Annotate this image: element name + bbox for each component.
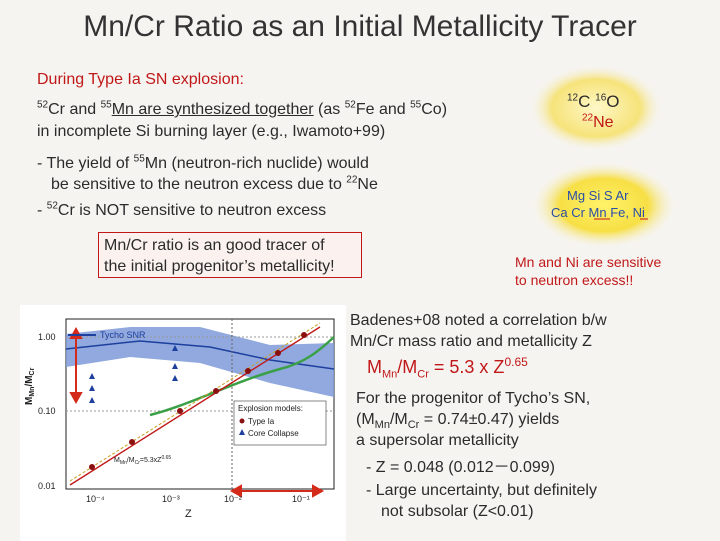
tycho-progenitor-1: For the progenitor of Tycho’s SN, <box>356 390 591 407</box>
xtick-1e-3: 10⁻³ <box>162 494 180 504</box>
cc-points <box>89 345 178 403</box>
tycho-label: Tycho SNR <box>100 330 146 340</box>
ia-point <box>89 464 95 470</box>
core-neon: 22Ne <box>582 112 614 131</box>
core-composition: 12C 16O <box>567 92 620 111</box>
bullet-cr-insensitive: - 52Cr is NOT sensitive to neutron exces… <box>37 200 327 219</box>
cc-point <box>172 345 178 351</box>
ytick-1: 1.00 <box>38 332 56 342</box>
bullet-neutron-excess: be sensitive to the neutron excess due t… <box>51 174 378 193</box>
page-title: Mn/Cr Ratio as an Initial Metallicity Tr… <box>83 10 637 43</box>
legend-ia-label: Type Ia <box>248 417 275 426</box>
xtick-1e-4: 10⁻⁴ <box>86 494 105 504</box>
ia-point <box>245 368 251 374</box>
xtick-1e-2: 10⁻² <box>224 494 242 504</box>
conclusion-line-1: Mn/Cr ratio is an good tracer of <box>104 237 325 254</box>
bullet-mn-yield: - The yield of 55Mn (neutron-rich nuclid… <box>37 153 369 172</box>
ia-point <box>275 350 281 356</box>
range-arrows <box>69 326 325 498</box>
mn-cr-vs-z-plot: Explosion models: Type Ia Core Collapse … <box>20 305 346 541</box>
legend-cc-label: Core Collapse <box>248 429 299 438</box>
legend-ia-marker <box>239 418 245 424</box>
cc-point <box>89 373 95 379</box>
si-burning-line: in incomplete Si burning layer (e.g., Iw… <box>37 123 386 140</box>
shell-elements-1: Mg Si S Ar <box>567 188 629 203</box>
tycho-band <box>66 327 334 397</box>
x-axis-label: Z <box>185 508 192 520</box>
tycho-band-center <box>65 340 335 370</box>
fit-label: MMn/MCr=5.3xZ0.65 <box>114 455 171 466</box>
mn-ni-underline <box>594 218 648 220</box>
shell-elements-2: Ca Cr Mn Fe, Ni <box>551 205 645 220</box>
uncertainty-line-1: - Large uncertainty, but definitely <box>366 482 597 499</box>
fit-line-dashed <box>69 322 321 482</box>
burning-shell-glow <box>530 161 678 249</box>
tycho-progenitor-2: (MMn/MCr = 0.74±0.47) yields <box>356 411 560 432</box>
cc-point <box>89 397 95 403</box>
synthesis-line: 52Cr and 55Mn are synthesized together (… <box>37 99 448 118</box>
ia-point <box>213 388 219 394</box>
badenes-line-1: Badenes+08 noted a correlation b/w <box>350 312 607 329</box>
wd-layer-diagram <box>528 64 678 249</box>
legend-cc-marker <box>239 429 245 435</box>
ia-point <box>129 439 135 445</box>
supersolar-line: a supersolar metallicity <box>356 432 519 449</box>
co-core-glow <box>528 64 664 152</box>
conclusion-box <box>98 232 362 278</box>
sn-heading: During Type Ia SN explosion: <box>37 71 244 88</box>
metallicity-value: - Z = 0.048 (0.012－0.099) <box>366 459 556 476</box>
cc-point <box>89 385 95 391</box>
legend-title: Explosion models: <box>238 404 303 413</box>
cc-model-curve <box>149 336 335 417</box>
badenes-line-2: Mn/Cr mass ratio and metallicity Z <box>350 333 592 350</box>
mn-cr-formula: MMn/MCr = 5.3 x Z0.65 <box>367 355 528 381</box>
xtick-1e-1: 10⁻¹ <box>292 494 310 504</box>
sensitivity-note-1: Mn and Ni are sensitive <box>515 254 662 270</box>
ytick-0p1: 0.10 <box>38 406 56 416</box>
ia-point <box>301 332 307 338</box>
ia-point <box>177 408 183 414</box>
cc-point <box>172 363 178 369</box>
legend-box <box>233 400 327 446</box>
conclusion-line-2: the initial progenitor’s metallicity! <box>104 258 335 275</box>
ytick-0p01: 0.01 <box>38 481 56 491</box>
y-axis-label: MMn/MCr <box>24 367 36 405</box>
cc-point <box>172 375 178 381</box>
type-ia-points <box>89 332 307 470</box>
sensitivity-note-2: to neutron excess!! <box>515 272 634 288</box>
uncertainty-line-2: not subsolar (Z<0.01) <box>381 503 534 520</box>
